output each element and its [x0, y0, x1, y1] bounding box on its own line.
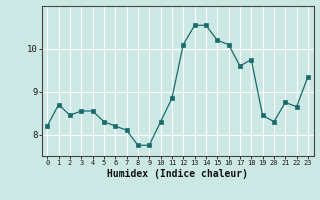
X-axis label: Humidex (Indice chaleur): Humidex (Indice chaleur) [107, 169, 248, 179]
